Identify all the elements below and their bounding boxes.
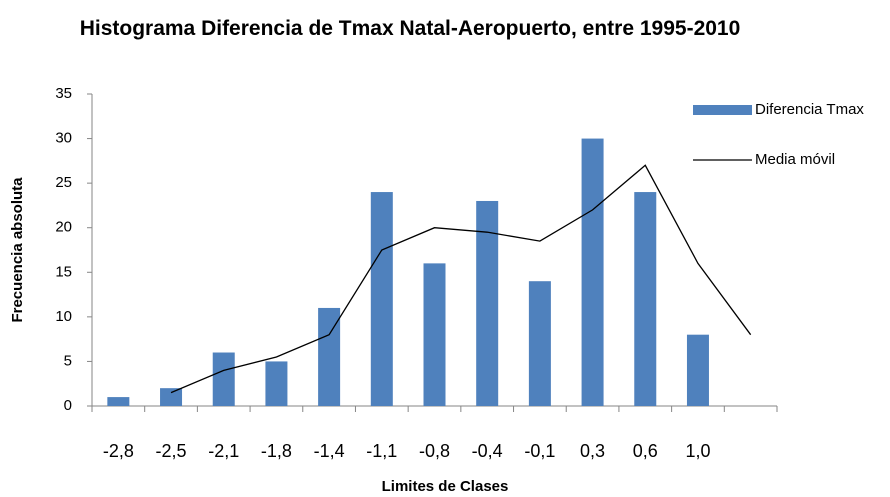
- bar: [370, 192, 393, 406]
- y-axis-title: Frecuencia absoluta: [9, 177, 26, 323]
- bar: [318, 307, 341, 406]
- legend-swatch: [693, 105, 752, 115]
- y-tick-label: 30: [55, 130, 72, 147]
- bar: [634, 192, 657, 406]
- y-tick-label: 20: [55, 219, 72, 236]
- x-tick-label: -0,1: [524, 441, 555, 461]
- x-tick-label: 0,3: [580, 441, 605, 461]
- x-tick-label: -2,5: [156, 441, 187, 461]
- bar: [581, 138, 604, 407]
- legend-label: Media móvil: [755, 151, 835, 168]
- x-tick-label: 0,6: [633, 441, 658, 461]
- x-tick-label: -0,4: [472, 441, 503, 461]
- y-tick-label: 5: [64, 352, 72, 369]
- y-tick-label: 0: [64, 397, 72, 414]
- bar: [107, 397, 130, 406]
- x-tick-label: -2,8: [103, 441, 134, 461]
- x-tick-label: -1,1: [366, 441, 397, 461]
- chart-title: Histograma Diferencia de Tmax Natal-Aero…: [79, 17, 741, 40]
- bar: [476, 200, 499, 406]
- x-tick-label: -1,8: [261, 441, 292, 461]
- x-axis-title: Limites de Clases: [382, 478, 509, 495]
- y-tick-label: 35: [55, 85, 72, 102]
- x-tick-label: 1,0: [685, 441, 710, 461]
- x-tick-label: -0,8: [419, 441, 450, 461]
- bar: [160, 388, 183, 406]
- legend-label: Diferencia Tmax: [755, 101, 864, 118]
- y-tick-label: 10: [55, 308, 72, 325]
- y-tick-label: 25: [55, 174, 72, 191]
- bar: [686, 334, 709, 406]
- bar: [265, 361, 288, 406]
- bar: [212, 352, 235, 406]
- bar: [528, 281, 551, 406]
- x-tick-label: -1,4: [314, 441, 345, 461]
- y-tick-label: 15: [55, 263, 72, 280]
- x-tick-label: -2,1: [208, 441, 239, 461]
- line: [170, 164, 752, 394]
- bar: [423, 263, 446, 406]
